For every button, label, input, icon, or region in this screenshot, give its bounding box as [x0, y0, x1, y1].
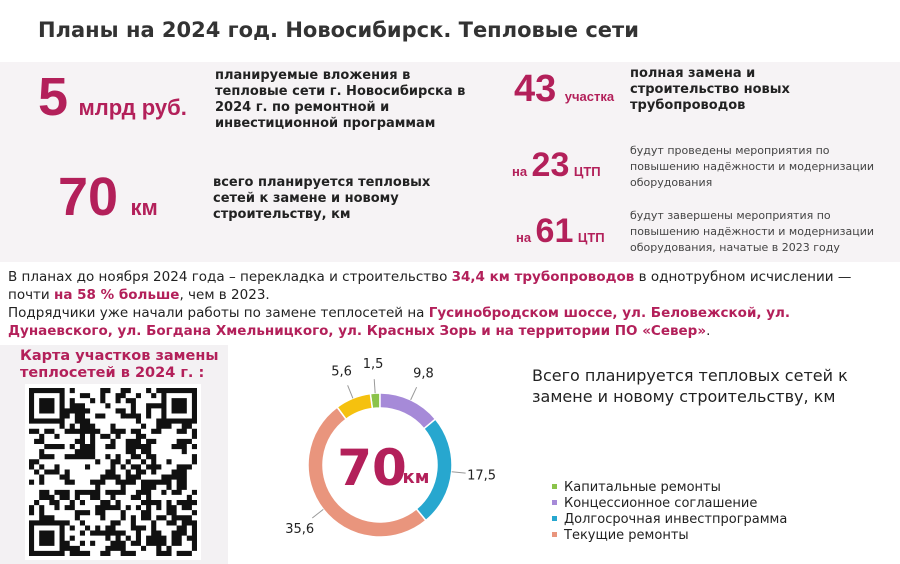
leader-line	[451, 471, 466, 474]
highlight: 34,4 км трубопроводов	[451, 269, 635, 285]
stat-number: 61	[535, 212, 574, 250]
stats-band	[0, 62, 900, 262]
donut-segment	[379, 392, 437, 430]
text: .	[706, 323, 711, 339]
legend-swatch	[552, 516, 557, 521]
paragraph: Подрядчики уже начали работы по замене т…	[8, 304, 893, 340]
paragraph: В планах до ноября 2024 года – перекладк…	[8, 268, 893, 304]
chart: Всего планируется тепловых сетей к замен…	[285, 357, 848, 543]
text: В планах до ноября 2024 года – перекладк…	[8, 269, 452, 285]
text: , чем в 2023.	[179, 287, 270, 303]
stat: на 23 ЦТП	[512, 146, 601, 185]
highlight: на 58 % больше	[54, 287, 180, 303]
header-title: Планы на 2024 год. Новосибирск. Тепловые…	[38, 18, 639, 42]
donut-segment	[336, 392, 374, 421]
stat: 5 млрд руб.	[38, 66, 187, 128]
stat-text: полная замена и строительство новых труб…	[630, 66, 790, 113]
text: в однотрубном исчислении — почти	[8, 269, 852, 303]
legend-label: Концессионное соглашение	[564, 496, 757, 511]
center-number: 70	[337, 439, 407, 497]
leader-line	[373, 379, 376, 394]
stat-number: 70	[58, 167, 119, 227]
stat-number: 23	[531, 146, 570, 184]
stat-prefix: на	[512, 164, 528, 179]
stat-unit: млрд руб.	[78, 95, 187, 120]
stat-text: всего планируется тепловых сетей к замен…	[213, 175, 431, 222]
legend-label: Долгосрочная инвестпрограмма	[564, 512, 787, 527]
data-label: 17,5	[467, 469, 496, 484]
data-label: 35,6	[285, 522, 314, 537]
data-label: 5,6	[331, 365, 352, 380]
stat-text: будут проведены мероприятия по повышению…	[630, 144, 875, 189]
chart-title-2: замене и новому строительству, км	[532, 387, 835, 406]
stat-unit: участка	[564, 89, 615, 104]
data-label: 1,5	[363, 357, 384, 372]
legend-swatch	[552, 484, 557, 489]
stat: на 61 ЦТП	[516, 212, 605, 251]
qr-code[interactable]	[25, 384, 201, 560]
map-caption: Карта участков замены теплосетей в 2024 …	[20, 348, 219, 381]
legend-label: Текущие ремонты	[563, 528, 689, 543]
stat: 43 участка	[514, 68, 614, 111]
text: Подрядчики уже начали работы по замене т…	[8, 305, 429, 321]
chart-title-1: Всего планируется тепловых сетей к	[532, 366, 848, 385]
stat-number: 5	[38, 67, 69, 127]
legend-swatch	[552, 500, 557, 505]
stat-number: 43	[514, 68, 557, 110]
qr-modules	[29, 388, 197, 556]
stat-unit: ЦТП	[577, 230, 605, 245]
stat: 70 км	[58, 166, 158, 228]
leader-line	[311, 508, 324, 519]
leader-line	[347, 385, 354, 399]
stat-unit: км	[130, 195, 158, 220]
legend-label: Капитальные ремонты	[564, 480, 721, 495]
center-unit: км	[403, 467, 430, 488]
stat-text: будут завершены мероприятия по повышению…	[630, 209, 875, 254]
legend-swatch	[552, 532, 557, 537]
stat-prefix: на	[516, 230, 532, 245]
stat-text: планируемые вложения в тепловые сети г. …	[215, 68, 466, 131]
data-label: 9,8	[413, 367, 434, 382]
leader-line	[410, 386, 418, 401]
stat-unit: ЦТП	[573, 164, 601, 179]
highlight: Гусинобродском шоссе, ул. Беловежской, у…	[8, 305, 791, 339]
